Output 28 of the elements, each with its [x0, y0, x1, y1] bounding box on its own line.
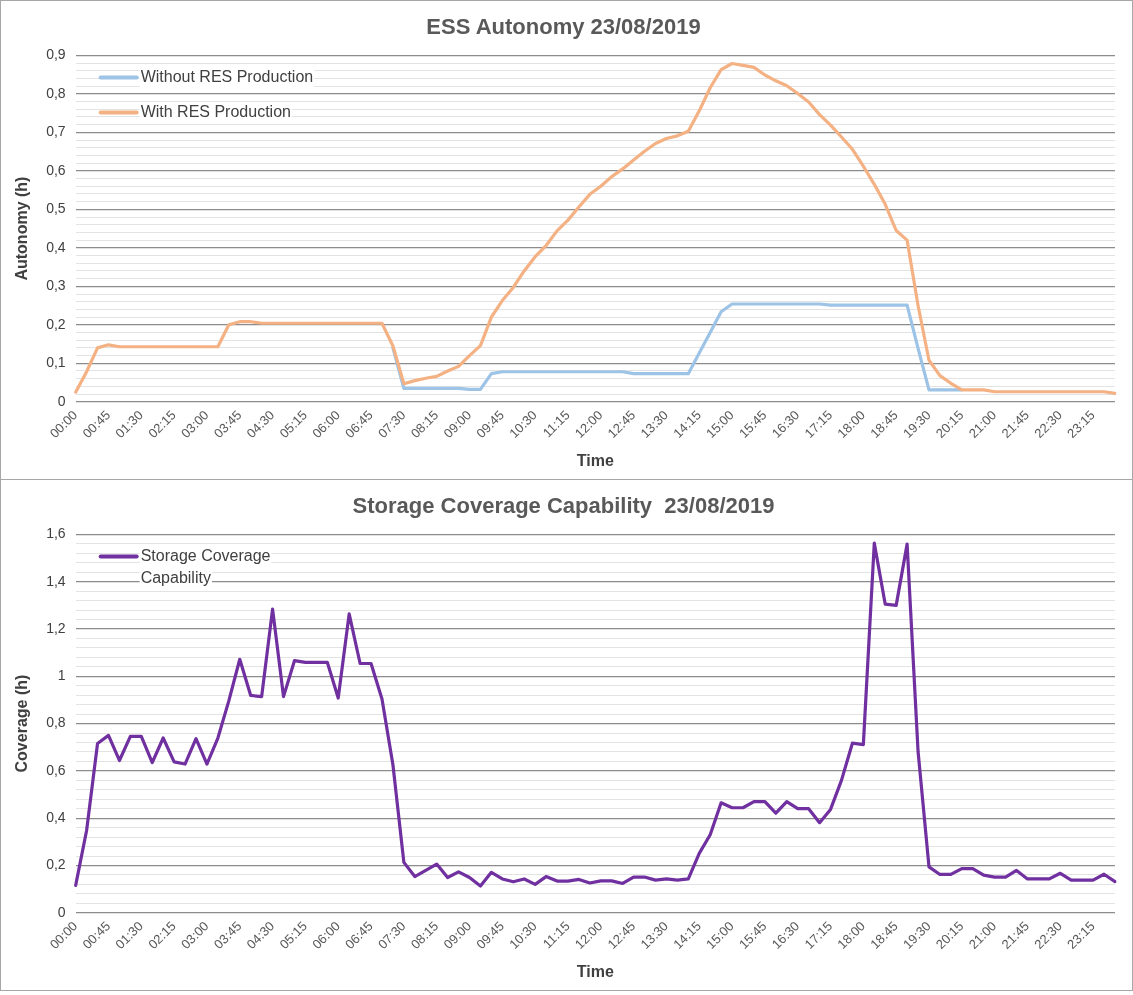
x-axis-title: Time [576, 451, 614, 469]
y-axis-title: Autonomy (h) [13, 176, 31, 281]
y-tick-label: 0 [57, 392, 66, 409]
y-tick-label: 1,4 [46, 572, 66, 589]
y-tick-label: 0,5 [46, 200, 66, 217]
y-tick-label: 0,3 [46, 277, 66, 294]
legend-label: Storage Coverage Capability [140, 546, 271, 586]
y-tick-label: 0,7 [46, 123, 66, 140]
chart-title: ESS Autonomy 23/08/2019 [426, 14, 701, 40]
y-tick-label: 0,8 [46, 84, 66, 101]
y-tick-label: 0 [57, 903, 66, 920]
y-tick-label: 0,6 [46, 761, 66, 778]
y-tick-label: 0,6 [46, 161, 66, 178]
y-tick-label: 0,4 [46, 809, 66, 826]
y-tick-label: 0,1 [46, 354, 66, 371]
legend-label: With RES Production [140, 102, 291, 120]
chart-title: Storage Coverage Capability 23/08/2019 [352, 493, 775, 519]
y-tick-label: 1,6 [46, 525, 66, 542]
y-axis-title: Coverage (h) [13, 674, 31, 773]
y-tick-label: 0,8 [46, 714, 66, 731]
y-tick-label: 0,9 [46, 46, 66, 63]
y-tick-label: 0,2 [46, 856, 66, 873]
y-tick-label: 1 [57, 667, 66, 684]
y-tick-label: 1,2 [46, 619, 66, 636]
legend-label: Without RES Production [140, 67, 314, 85]
y-tick-label: 0,2 [46, 315, 66, 332]
y-tick-label: 0,4 [46, 238, 66, 255]
x-axis-title: Time [576, 962, 614, 980]
